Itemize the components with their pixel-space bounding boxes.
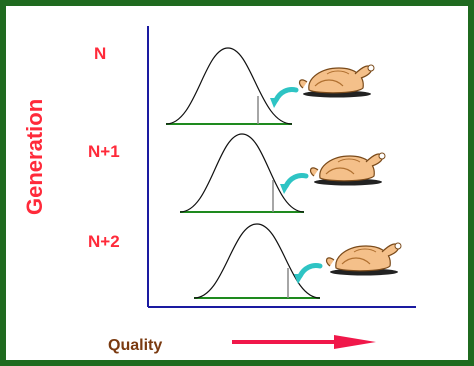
curved-arrow-icon — [280, 175, 306, 194]
generation-label-n-plus-1: N+1 — [88, 142, 120, 161]
generation-label-n-plus-2: N+2 — [88, 232, 120, 251]
bell-curve-n-plus-2 — [193, 223, 321, 299]
quality-arrow — [232, 335, 376, 349]
roast-chicken-icon — [325, 242, 402, 277]
distribution-n — [165, 47, 375, 125]
quality-axis-title: Quality — [108, 337, 163, 354]
bell-curve-n-plus-1 — [179, 133, 305, 213]
generation-label-n: N — [94, 44, 107, 63]
bell-curve-n — [165, 47, 293, 125]
curved-arrow-icon — [270, 89, 296, 108]
distribution-n-plus-1 — [179, 133, 386, 213]
distribution-n-plus-2 — [193, 223, 402, 299]
roast-chicken-icon — [309, 152, 386, 187]
roast-chicken-icon — [298, 64, 375, 99]
curved-arrow-icon — [294, 265, 320, 284]
